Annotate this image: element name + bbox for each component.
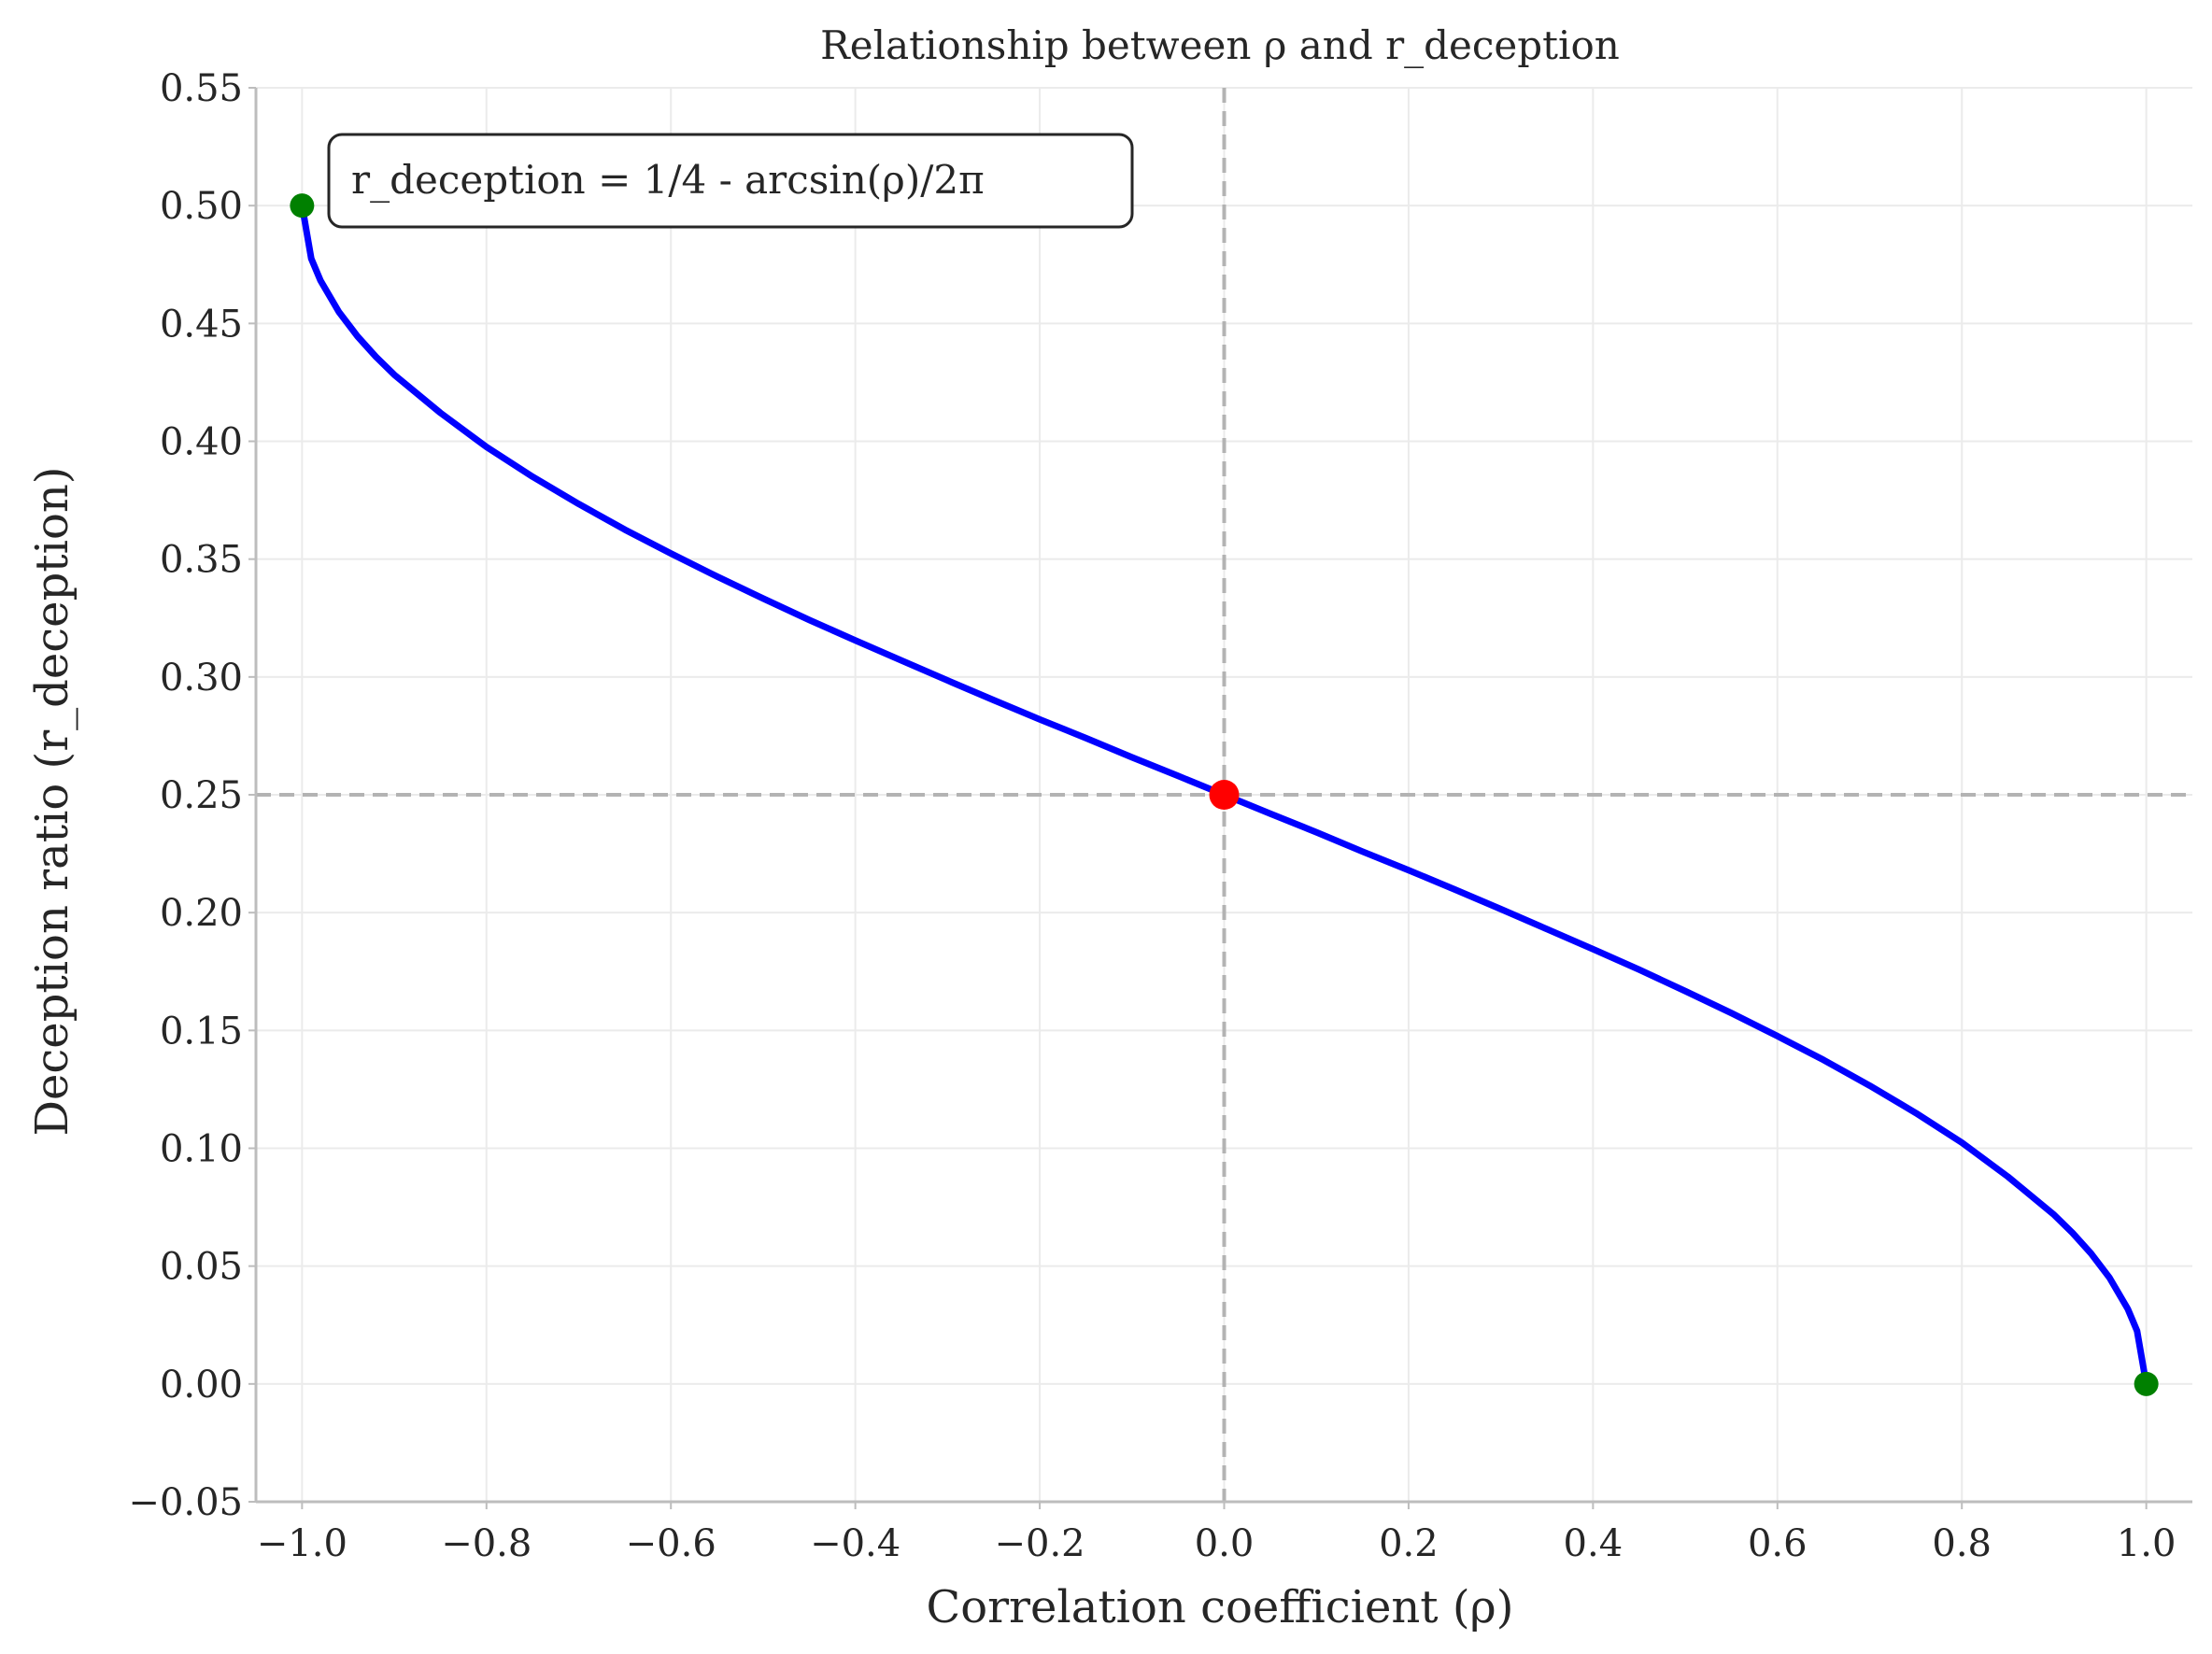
x-tick-label: 0.6 [1748,1522,1808,1565]
x-tick-label: −0.8 [441,1522,532,1565]
x-axis-title: Correlation coefficient (ρ) [926,1581,1513,1633]
x-tick-label: −0.4 [810,1522,900,1565]
x-tick-label: 1.0 [2117,1522,2177,1565]
x-tick-label: −0.6 [626,1522,716,1565]
center-marker [1209,780,1240,810]
annotation-text: r_deception = 1/4 - arcsin(ρ)/2π [351,157,985,203]
annotation-box [327,133,1134,229]
x-tick-label: 0.0 [1195,1522,1255,1565]
y-tick-label: 0.20 [160,892,243,935]
y-tick-label: 0.35 [160,539,243,582]
y-tick-label: 0.55 [160,67,243,110]
chart-title: Relationship between ρ and r_deception [820,22,1620,68]
y-axis-title: Deception ratio (r_deception) [26,467,78,1137]
x-tick-label: 0.4 [1564,1522,1624,1565]
x-tick-label: 0.2 [1379,1522,1439,1565]
endpoint-marker [2134,1371,2159,1396]
tick-labels: −1.0 −0.8 −0.6 −0.4 −0.2 0.0 0.2 0.4 0.6 0.8 1.0 −0… [128,67,2176,1565]
x-tick-label: 0.8 [1932,1522,1992,1565]
y-tick-label: 0.05 [160,1246,243,1289]
y-tick-label: 0.30 [160,657,243,700]
y-tick-label: −0.05 [128,1481,243,1524]
y-tick-label: 0.45 [160,303,243,346]
y-tick-label: 0.40 [160,421,243,464]
markers [290,193,2159,1396]
y-tick-label: 0.00 [160,1364,243,1407]
x-tick-label: −0.2 [995,1522,1085,1565]
y-tick-label: 0.50 [160,185,243,228]
y-tick-label: 0.10 [160,1128,243,1171]
y-tick-label: 0.15 [160,1010,243,1053]
x-tick-label: −1.0 [257,1522,347,1565]
endpoint-marker [290,193,315,219]
formula-annotation: r_deception = 1/4 - arcsin(ρ)/2π [327,133,1134,229]
axes [248,87,2192,1509]
y-tick-label: 0.25 [160,774,243,817]
